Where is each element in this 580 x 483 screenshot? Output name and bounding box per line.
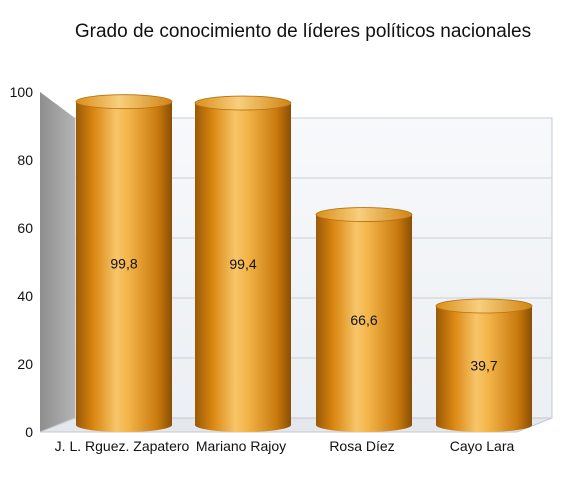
bar: [315, 207, 413, 432]
y-tick-label: 60: [17, 220, 33, 236]
data-label: 39,7: [470, 358, 497, 374]
y-tick-label: 40: [17, 288, 33, 304]
plot-walls: [39, 92, 553, 433]
bar-top: [194, 95, 292, 111]
bar: [194, 95, 292, 432]
bar-top: [435, 298, 533, 314]
data-label: 99,4: [229, 256, 256, 272]
y-tick-label: 80: [17, 152, 33, 168]
data-label: 66,6: [350, 312, 377, 328]
x-axis: J. L. Rguez. Zapatero Mariano Rajoy Rosa D…: [55, 438, 515, 454]
chart-title: Grado de conocimiento de líderes polític…: [75, 21, 531, 42]
bar-top: [315, 207, 413, 222]
bar: [435, 298, 533, 432]
bar-body: [316, 214, 412, 432]
bar-body: [436, 306, 532, 432]
y-tick-label: 0: [25, 424, 33, 440]
y-tick-label: 100: [10, 84, 34, 100]
bar-body: [76, 101, 172, 433]
bar: [75, 94, 173, 433]
data-label: 99,8: [110, 255, 137, 271]
x-tick-label: Cayo Lara: [450, 438, 515, 454]
side-wall: [40, 92, 75, 432]
bars: 99,8 99,4 66,6 39,7: [75, 94, 533, 433]
y-tick-label: 20: [17, 356, 33, 372]
x-tick-label: J. L. Rguez. Zapatero: [55, 438, 190, 454]
x-tick-label: Mariano Rajoy: [196, 438, 286, 454]
y-axis: 0 20 40 60 80 100: [10, 84, 34, 440]
x-tick-label: Rosa Díez: [329, 438, 394, 454]
bar-body: [195, 103, 291, 432]
bar-top: [75, 94, 173, 110]
